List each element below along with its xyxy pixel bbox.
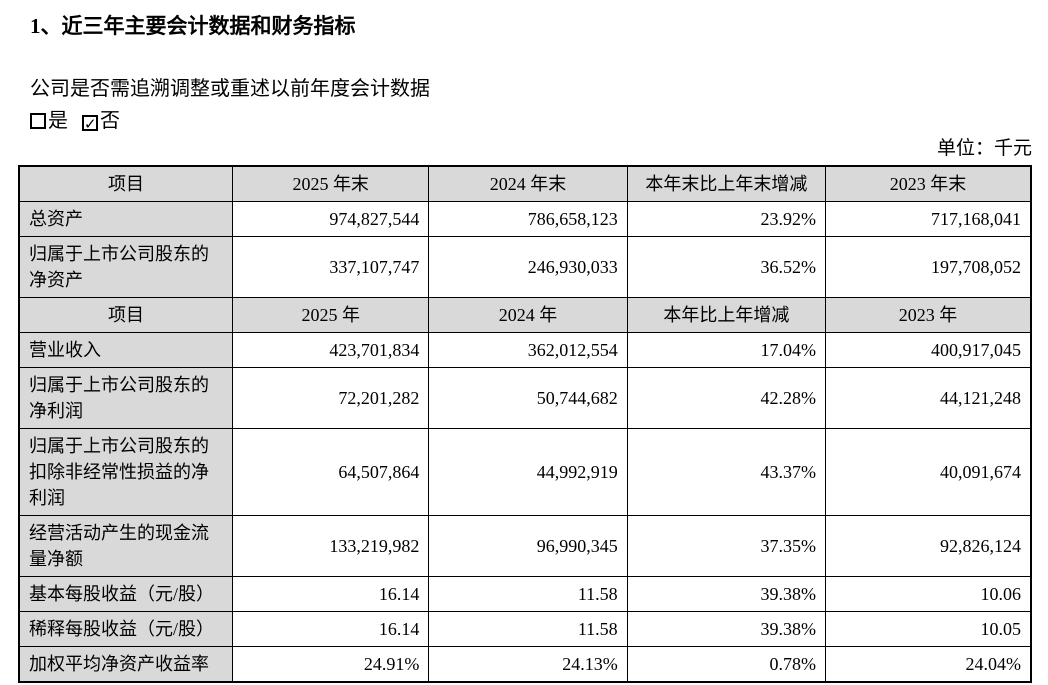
row-label: 经营活动产生的现金流量净额 xyxy=(18,515,234,577)
table-row: 归属于上市公司股东的净利润 72,201,282 50,744,682 42.28% 4… xyxy=(18,367,1032,429)
row-label: 基本每股收益（元/股） xyxy=(18,576,234,612)
row-label: 归属于上市公司股东的净利润 xyxy=(18,367,234,429)
cell-value: 44,121,248 xyxy=(825,367,1032,429)
cell-value: 24.13% xyxy=(428,646,628,683)
cell-value: 72,201,282 xyxy=(232,367,430,429)
cell-value: 50,744,682 xyxy=(428,367,628,429)
cell-value: 133,219,982 xyxy=(232,515,430,577)
table-row: 经营活动产生的现金流量净额 133,219,982 96,990,345 37.35%… xyxy=(18,515,1032,577)
section-title: 1、近三年主要会计数据和财务指标 xyxy=(30,14,356,38)
unit-label: 单位：千元 xyxy=(936,138,1032,159)
table-row: 加权平均净资产收益率 24.91% 24.13% 0.78% 24.04% xyxy=(18,646,1032,683)
column-header: 2023 年末 xyxy=(825,165,1032,202)
cell-value: 16.14 xyxy=(232,576,430,612)
cell-value: 40,091,674 xyxy=(825,428,1032,516)
financial-table: 项目 2025 年末 2024 年末 本年末比上年末增减 2023 年末 总资产 974,8… xyxy=(18,165,1032,683)
cell-value: 37.35% xyxy=(626,515,827,577)
table-row: 归属于上市公司股东的扣除非经常性损益的净利润 64,507,864 44,992,9… xyxy=(18,428,1032,516)
cell-value: 11.58 xyxy=(428,611,628,647)
column-header: 2025 年 xyxy=(232,297,430,333)
checkbox-option-checked: ✓ 否 xyxy=(82,110,120,132)
cell-value: 786,658,123 xyxy=(428,201,628,237)
column-header: 2024 年末 xyxy=(428,165,628,202)
cell-value: 362,012,554 xyxy=(428,332,628,368)
table-row: 总资产 974,827,544 786,658,123 23.92% 717,168,0… xyxy=(18,201,1032,237)
cell-value: 400,917,045 xyxy=(825,332,1032,368)
cell-value: 974,827,544 xyxy=(232,201,430,237)
restatement-question: 公司是否需追溯调整或重述以前年度会计数据 xyxy=(30,78,430,100)
cell-value: 44,992,919 xyxy=(428,428,628,516)
cell-value: 246,930,033 xyxy=(428,236,628,298)
cell-value: 23.92% xyxy=(626,201,827,237)
cell-value: 197,708,052 xyxy=(825,236,1032,298)
column-header-item: 项目 xyxy=(18,165,234,202)
cell-value: 39.38% xyxy=(626,611,827,647)
cell-value: 42.28% xyxy=(626,367,827,429)
cell-value: 717,168,041 xyxy=(825,201,1032,237)
row-label: 总资产 xyxy=(18,201,234,237)
cell-value: 17.04% xyxy=(626,332,827,368)
table-header-row: 项目 2025 年 2024 年本年比上年增减 2023 年 xyxy=(18,297,1032,333)
column-header: 2025 年末 xyxy=(232,165,430,202)
table-header-row: 项目 2025 年末 2024 年末 本年末比上年末增减 2023 年末 xyxy=(18,165,1032,202)
cell-value: 64,507,864 xyxy=(232,428,430,516)
row-label: 归属于上市公司股东的净资产 xyxy=(18,236,234,298)
cell-value: 96,990,345 xyxy=(428,515,628,577)
cell-value: 24.04% xyxy=(825,646,1032,683)
row-label: 加权平均净资产收益率 xyxy=(18,646,234,683)
column-header-item: 项目 xyxy=(18,297,234,333)
cell-value: 337,107,747 xyxy=(232,236,430,298)
column-header: 2024 年 xyxy=(428,297,628,333)
checkbox-option-label: 是 xyxy=(48,110,68,132)
table-row: 稀释每股收益（元/股） 16.14 11.58 39.38% 10.05 xyxy=(18,611,1032,647)
cell-value: 10.06 xyxy=(825,576,1032,612)
financial-table-body: 项目 2025 年末 2024 年末 本年末比上年末增减 2023 年末 总资产 974,8… xyxy=(18,165,1032,683)
cell-value: 10.05 xyxy=(825,611,1032,647)
cell-value: 24.91% xyxy=(232,646,430,683)
table-row: 归属于上市公司股东的净资产 337,107,747 246,930,033 36.52… xyxy=(18,236,1032,298)
checked-checkbox-icon: ✓ xyxy=(82,115,98,133)
table-row: 基本每股收益（元/股） 16.14 11.58 39.38% 10.06 xyxy=(18,576,1032,612)
row-label: 营业收入 xyxy=(18,332,234,368)
cell-value: 0.78% xyxy=(626,646,827,683)
cell-value: 423,701,834 xyxy=(232,332,430,368)
column-header: 本年比上年增减 xyxy=(626,297,827,333)
row-label: 归属于上市公司股东的扣除非经常性损益的净利润 xyxy=(18,428,234,516)
cell-value: 16.14 xyxy=(232,611,430,647)
unchecked-checkbox-icon xyxy=(30,113,46,129)
checkbox-option-unchecked: 是 xyxy=(30,110,68,132)
cell-value: 92,826,124 xyxy=(825,515,1032,577)
checkbox-group: 是 ✓ 否 xyxy=(30,108,1048,134)
column-header: 2023 年 xyxy=(825,297,1032,333)
cell-value: 39.38% xyxy=(626,576,827,612)
checkbox-option-label: 否 xyxy=(100,110,120,132)
cell-value: 11.58 xyxy=(428,576,628,612)
row-label: 稀释每股收益（元/股） xyxy=(18,611,234,647)
cell-value: 36.52% xyxy=(626,236,827,298)
cell-value: 43.37% xyxy=(626,428,827,516)
table-row: 营业收入 423,701,834 362,012,554 17.04% 400,917,… xyxy=(18,332,1032,368)
column-header: 本年末比上年末增减 xyxy=(626,165,827,202)
